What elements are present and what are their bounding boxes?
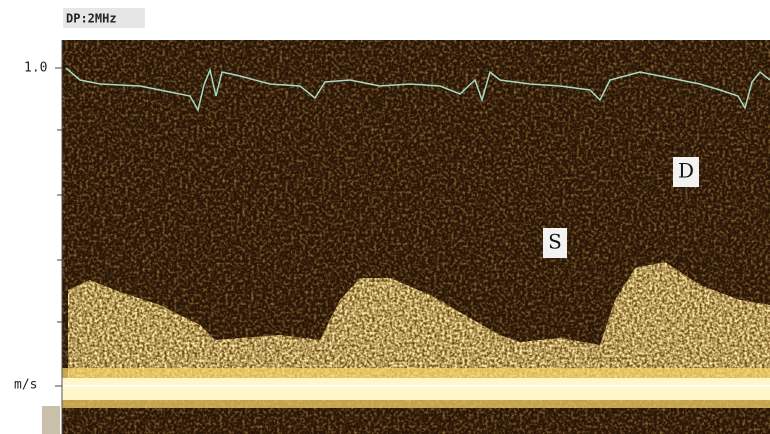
axis-ticks	[55, 68, 62, 386]
header-label: DP:2MHz	[66, 12, 117, 26]
baseline-core	[62, 378, 770, 400]
doppler-screen: DP:2MHz 1.0 m/s S D	[0, 0, 770, 434]
annotation-s: S	[548, 230, 562, 254]
annotation-d: D	[678, 159, 694, 183]
scale-marker	[42, 406, 60, 434]
axis-unit-label: m/s	[14, 378, 37, 393]
axis-top-label: 1.0	[24, 61, 47, 76]
